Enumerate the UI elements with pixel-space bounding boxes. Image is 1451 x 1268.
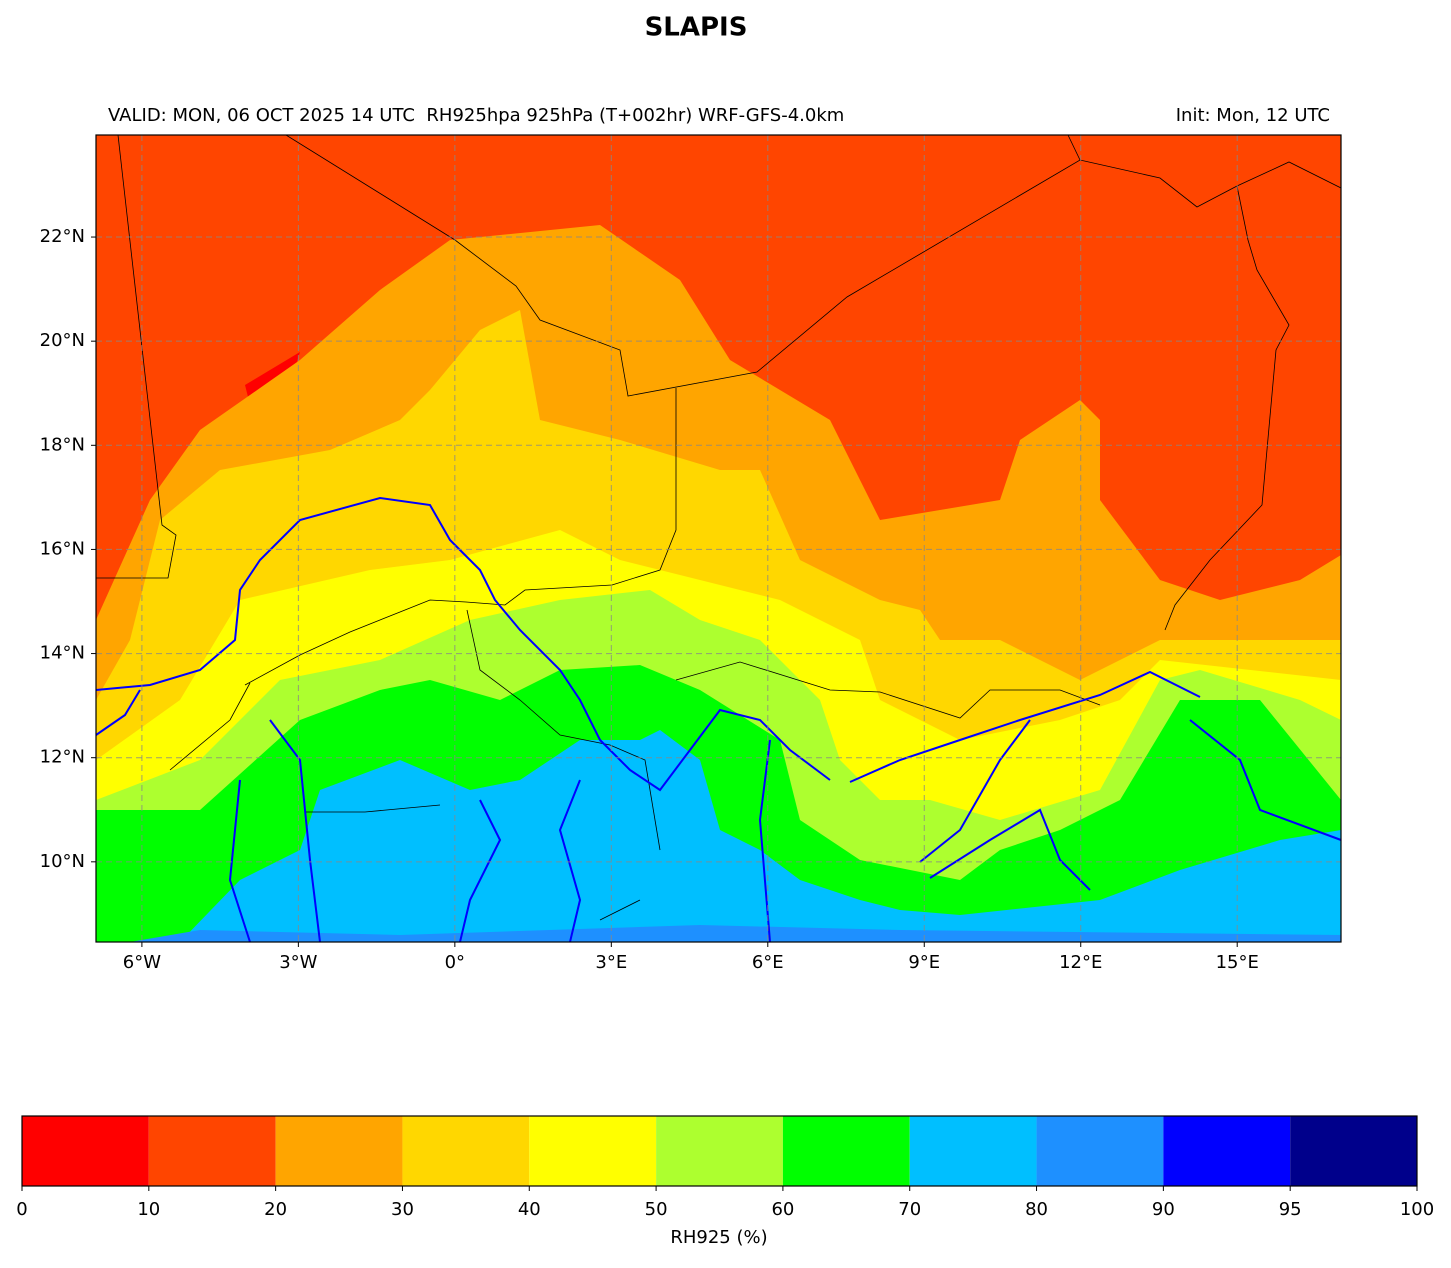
colorbar-segment (275, 1116, 403, 1186)
colorbar-segment (148, 1116, 276, 1186)
x-tick-label: 3°W (279, 952, 317, 973)
x-tick-label: 12°E (1059, 952, 1102, 973)
x-tick-label: 6°W (123, 952, 161, 973)
border (96, 135, 1341, 921)
colorbar-tick-label: 40 (518, 1199, 541, 1220)
y-tick-label: 16°N (40, 538, 85, 559)
colorbar-segment (22, 1116, 149, 1186)
colorbar-segment (656, 1116, 783, 1186)
colorbar-segment (909, 1116, 1037, 1186)
x-tick-label: 6°E (752, 952, 784, 973)
colorbar-tick-label: 30 (391, 1199, 414, 1220)
y-tick-label: 18°N (40, 434, 85, 455)
colorbar-tick-label: 0 (16, 1199, 27, 1220)
colorbar-segment (1036, 1116, 1164, 1186)
colorbar-frame (21, 1115, 1418, 1187)
x-tick-label: 9°E (908, 952, 940, 973)
colorbar-tick-label: 70 (898, 1199, 921, 1220)
colorbar-tick-label: 90 (1152, 1199, 1175, 1220)
colorbar-tick-label: 20 (264, 1199, 287, 1220)
colorbar-segment (402, 1116, 530, 1186)
x-tick-label: 15°E (1216, 952, 1259, 973)
colorbar-tick-label: 50 (645, 1199, 668, 1220)
rh-field (96, 135, 1341, 942)
colorbar-label: RH925 (%) (670, 1227, 767, 1248)
colorbar-tick-label: 80 (1025, 1199, 1048, 1220)
y-tick-label: 22°N (40, 226, 85, 247)
river (96, 496, 1341, 942)
field-70-80 (180, 730, 1341, 942)
title: SLAPIS (645, 13, 748, 43)
colorbar-tick-label: 60 (771, 1199, 794, 1220)
y-tick-label: 20°N (40, 330, 85, 351)
subtitle-right: Init: Mon, 12 UTC (1176, 105, 1330, 126)
map-frame (95, 134, 1342, 943)
colorbar-segment (782, 1116, 910, 1186)
colorbar-segment (529, 1116, 657, 1186)
field-80-90 (130, 925, 1341, 942)
x-tick-label: 3°E (595, 952, 627, 973)
colorbar-tick-label: 95 (1279, 1199, 1302, 1220)
subtitle-left: VALID: MON, 06 OCT 2025 14 UTC RH925hpa … (108, 105, 844, 126)
colorbar-segment (1163, 1116, 1291, 1186)
y-tick-label: 10°N (40, 851, 85, 872)
x-tick-label: 0° (445, 952, 465, 973)
grid (96, 135, 1341, 942)
colorbar-tick-label: 10 (137, 1199, 160, 1220)
colorbar-segment (1290, 1116, 1417, 1186)
y-tick-label: 12°N (40, 747, 85, 768)
y-tick-label: 14°N (40, 643, 85, 664)
colorbar-tick-label: 100 (1400, 1199, 1434, 1220)
